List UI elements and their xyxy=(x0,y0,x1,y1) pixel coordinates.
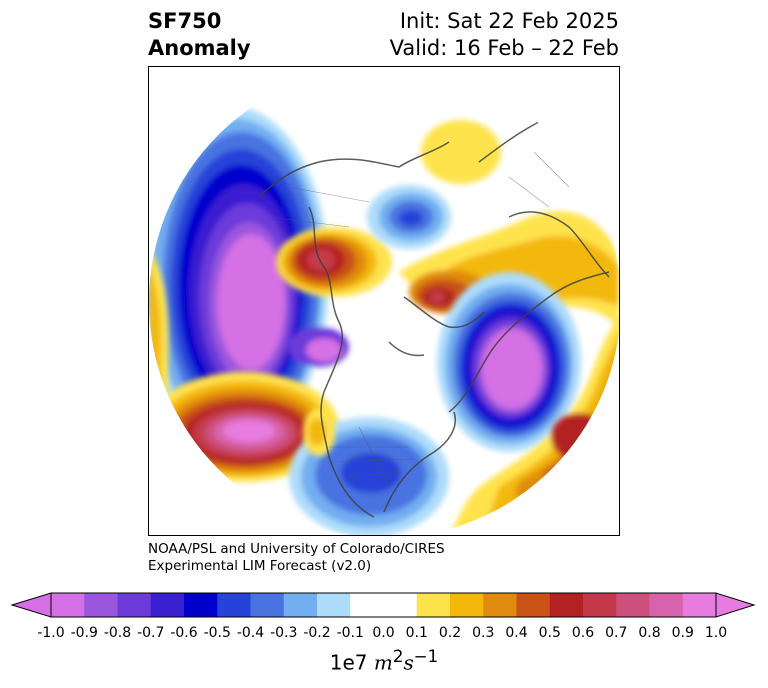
units-prefix: 1e7 xyxy=(329,650,374,675)
init-date: Init: Sat 22 Feb 2025 xyxy=(399,9,619,33)
colorbar-tick-label: -1.0 xyxy=(37,625,65,641)
credit: NOAA/PSL and University of Colorado/CIRE… xyxy=(148,541,445,575)
colorbar-bin xyxy=(383,593,418,617)
colorbar-tick-label: -0.9 xyxy=(70,625,98,641)
colorbar-extend-max xyxy=(715,592,756,618)
units-s: s xyxy=(403,650,414,675)
units-sup-neg1: −1 xyxy=(413,647,439,666)
colorbar-tick-label: -0.4 xyxy=(236,625,265,641)
colorbar-tick-label: -0.2 xyxy=(303,625,331,641)
colorbar-bin xyxy=(150,593,185,617)
colorbar-bin xyxy=(250,593,285,617)
colorbar-tick-label: 0.3 xyxy=(472,625,495,641)
colorbar-bin xyxy=(51,593,85,617)
alaska-high xyxy=(276,227,392,297)
colorbar-tick-label: 0.8 xyxy=(638,625,661,641)
colorbar-bin xyxy=(117,593,152,617)
colorbar-tick-label: -0.1 xyxy=(336,625,364,641)
colorbar-bin xyxy=(217,593,251,617)
colorbar-bin xyxy=(649,593,684,617)
colorbar-tick-label: -0.6 xyxy=(170,625,198,641)
variable-title: SF750 xyxy=(148,9,222,33)
colorbar-bin xyxy=(516,593,551,617)
colorbar-bin xyxy=(416,593,451,617)
anomaly-title: Anomaly xyxy=(148,36,251,60)
colorbar-tick-label: 0.0 xyxy=(372,625,395,641)
credit-line-2: Experimental LIM Forecast (v2.0) xyxy=(148,558,372,574)
borders xyxy=(268,136,590,488)
title-right: Init: Sat 22 Feb 2025 Valid: 16 Feb – 22… xyxy=(390,8,619,62)
arctic-low xyxy=(367,185,451,249)
anomaly-map-svg xyxy=(149,67,619,535)
colorbar-tick-label: 0.6 xyxy=(571,625,595,641)
credit-line-1: NOAA/PSL and University of Colorado/CIRE… xyxy=(148,541,445,557)
polar-map xyxy=(148,66,620,536)
atlantic-low xyxy=(437,272,581,452)
title-left: SF750 Anomaly xyxy=(148,8,251,62)
colorbar-bin xyxy=(483,593,517,617)
colorbar-units: 1e7 m2s−1 xyxy=(0,647,768,675)
colorbar-tick-label: 0.5 xyxy=(538,625,561,641)
colorbar-tick-label: -0.3 xyxy=(270,625,298,641)
colorbar-bin xyxy=(283,593,318,617)
colorbar-tick-label: 1.0 xyxy=(704,625,728,641)
colorbar-tick-label: 0.9 xyxy=(671,625,694,641)
colorbar-ticks: -1.0 -0.9 -0.8 -0.7 -0.6 -0.5 -0.4 -0.3 -0.2 -0.1… xyxy=(0,625,768,645)
colorbar-bin xyxy=(616,593,650,617)
colorbar-tick-label: 0.4 xyxy=(505,625,528,641)
colorbar-tick-label: 0.7 xyxy=(605,625,628,641)
colorbar-bins xyxy=(51,593,717,617)
pacific-low xyxy=(149,107,349,447)
units-m: m xyxy=(373,650,393,675)
colorbar-outline xyxy=(50,592,717,618)
colorbar-tick-label: -0.7 xyxy=(137,625,165,641)
colorbar-bin xyxy=(84,593,118,617)
colorbar-bin xyxy=(549,593,584,617)
colorbar-bin xyxy=(350,593,384,617)
colorbar-tick-label: -0.5 xyxy=(203,625,231,641)
colorbar-bin xyxy=(583,593,617,617)
units-sup-2: 2 xyxy=(392,647,404,666)
pole-marker xyxy=(380,297,390,307)
colorbar-bin xyxy=(450,593,484,617)
colorbar xyxy=(10,592,756,618)
mexico-high xyxy=(303,408,335,456)
colorbar-bin xyxy=(184,593,218,617)
colorbar-tick-label: 0.1 xyxy=(405,625,428,641)
pacific-subtropical-high xyxy=(149,372,339,482)
colorbar-tick-label: 0.2 xyxy=(438,625,462,641)
colorbar-extend-min xyxy=(10,592,52,618)
colorbar-bin xyxy=(682,593,717,617)
colorbar-bin xyxy=(317,593,351,617)
colorbar-tick-label: -0.8 xyxy=(103,625,132,641)
valid-range: Valid: 16 Feb – 22 Feb xyxy=(389,36,619,60)
